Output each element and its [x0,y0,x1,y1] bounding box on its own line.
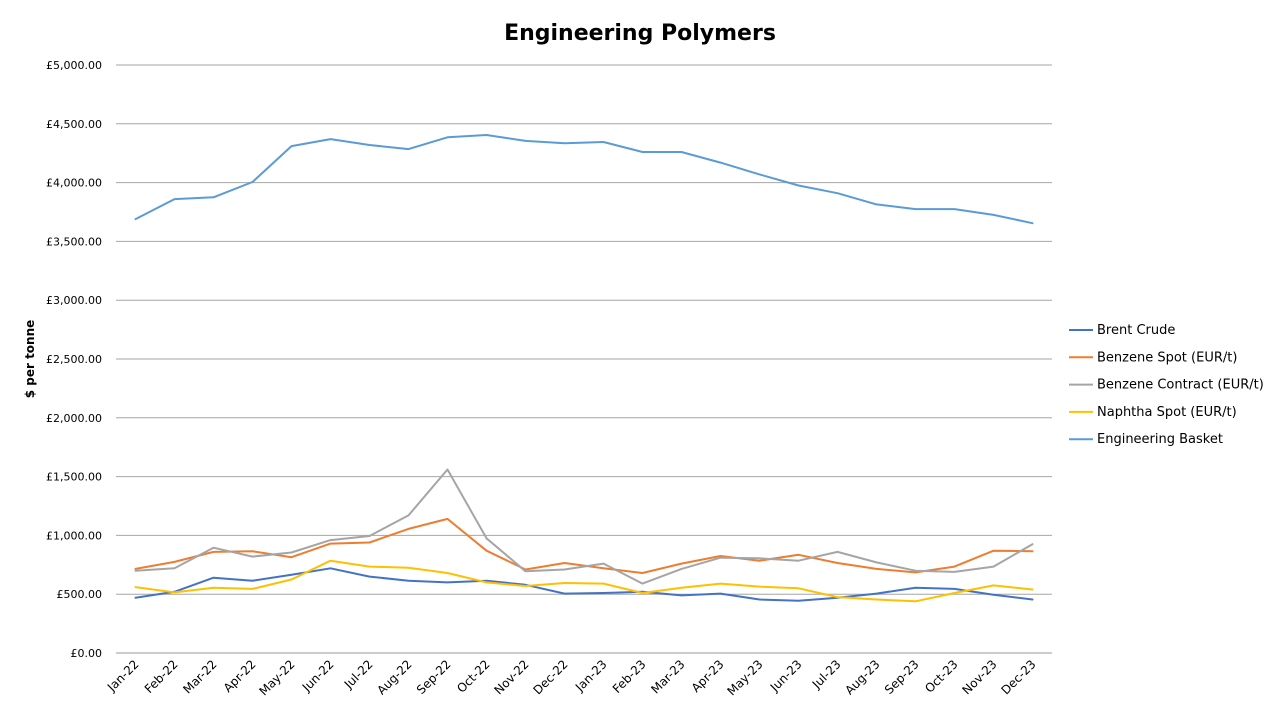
x-tick-label: Sep-23 [882,657,922,697]
series-lines [134,134,1034,603]
x-tick-label: Oct-22 [454,657,492,695]
series-line [134,567,1034,602]
legend-label: Benzene Contract (EUR/t) [1097,378,1264,393]
x-tick-label: Nov-23 [960,657,1000,697]
x-tick-label: Feb-23 [610,657,649,696]
legend-label: Engineering Basket [1097,432,1223,447]
y-tick-label: £500.00 [57,588,103,601]
x-tick-label: Feb-22 [142,657,181,696]
x-tick-label: Jan-22 [104,657,142,695]
y-tick-label: £3,000.00 [46,294,102,307]
x-tick-label: Jun-22 [299,657,337,695]
legend: Brent Crude Benzene Spot (EUR/t) Benzene C… [1069,323,1264,447]
x-tick-label: Apr-23 [689,657,727,695]
legend-label: Benzene Spot (EUR/t) [1097,350,1237,365]
legend-label: Naphtha Spot (EUR/t) [1097,405,1237,420]
y-tick-label: £4,500.00 [46,118,102,131]
x-tick-label: Nov-22 [492,657,532,697]
y-tick-label: £4,000.00 [46,177,102,190]
y-tick-label: £3,500.00 [46,235,102,248]
x-tick-label: Apr-22 [221,657,259,695]
x-tick-label: May-23 [724,657,765,698]
gridlines [116,64,1052,654]
series-line [134,559,1034,603]
x-tick-label: Dec-22 [530,657,570,697]
y-tick-label: £2,000.00 [46,412,102,425]
y-tick-label: £1,000.00 [46,529,102,542]
x-tick-label: May-22 [256,657,297,698]
x-tick-label: Mar-22 [180,657,219,696]
x-tick-label: Aug-23 [842,657,882,697]
y-tick-label: £2,500.00 [46,353,102,366]
x-tick-label: Jun-23 [767,657,805,695]
x-tick-label: Dec-23 [998,657,1038,697]
series-line [134,468,1034,585]
legend-label: Brent Crude [1097,323,1175,338]
series-line [134,517,1034,574]
chart-title: Engineering Polymers [504,21,776,46]
x-tick-label: Jul-23 [809,657,844,692]
x-tick-label: Jan-23 [572,657,610,695]
x-tick-label: Jul-22 [341,657,376,692]
y-tick-label: £0.00 [71,647,103,660]
y-axis-ticks: £0.00 £500.00 £1,000.00 £1,500.00 £2,000.00 £… [46,59,102,660]
series-line [134,134,1034,225]
x-tick-label: Oct-23 [922,657,960,695]
x-tick-label: Aug-22 [374,657,414,697]
y-tick-label: £5,000.00 [46,59,102,72]
x-tick-label: Mar-23 [648,657,687,696]
y-tick-label: £1,500.00 [46,471,102,484]
x-tick-label: Sep-22 [414,657,454,697]
y-axis-label: $ per tonne [23,320,37,399]
